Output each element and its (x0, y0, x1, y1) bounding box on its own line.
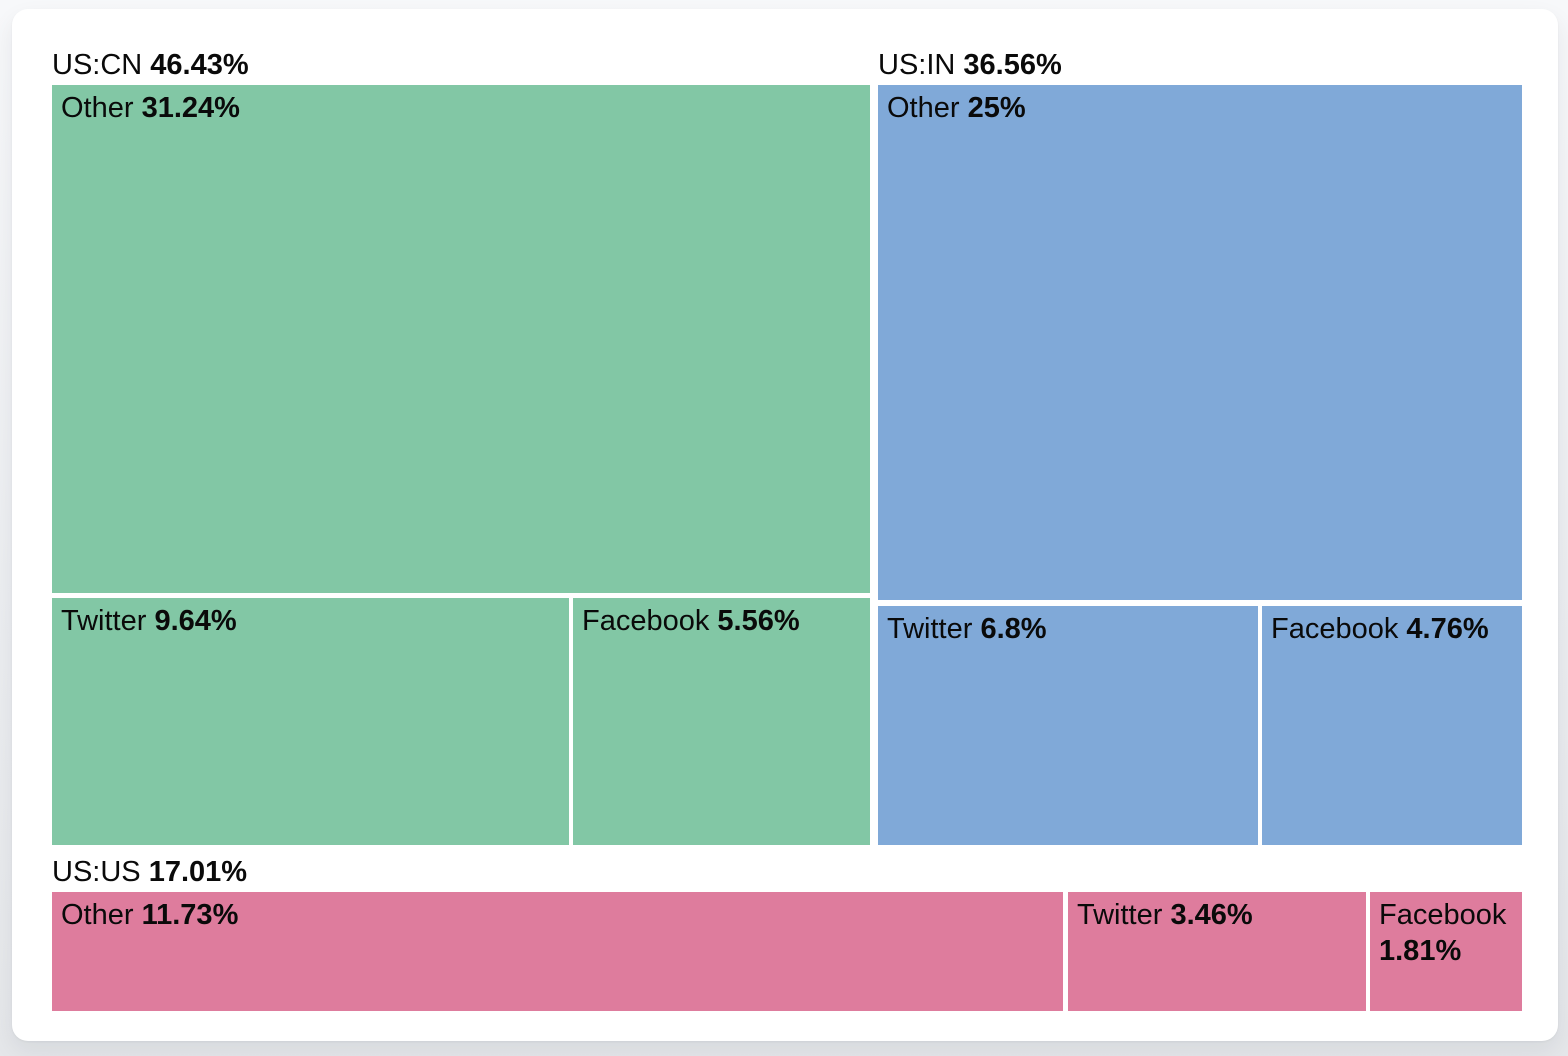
tile-label: Facebook 5.56% (573, 598, 870, 644)
group-name: US:CN (52, 49, 143, 81)
treemap-tile-us-us-other[interactable]: Other 11.73% (52, 892, 1063, 1011)
treemap-tile-us-in-other[interactable]: Other 25% (878, 85, 1522, 600)
tile-name: Twitter (1077, 899, 1163, 931)
group-header-us-in: US:IN 36.56% (878, 48, 1062, 82)
tile-percent: 1.81% (1379, 935, 1462, 967)
treemap-tile-us-cn-other[interactable]: Other 31.24% (52, 85, 870, 593)
group-percent: 36.56% (963, 49, 1062, 81)
tile-label: Facebook 4.76% (1262, 606, 1522, 652)
tile-name: Facebook (1271, 613, 1399, 645)
tile-name: Facebook (582, 605, 710, 637)
tile-label: Twitter 3.46% (1068, 892, 1366, 938)
group-name: US:US (52, 856, 141, 888)
group-percent: 17.01% (148, 856, 248, 888)
tile-label: Facebook 1.81% (1370, 892, 1522, 974)
treemap-tile-us-cn-facebook[interactable]: Facebook 5.56% (573, 598, 870, 845)
tile-percent: 25% (967, 92, 1026, 124)
tile-label: Twitter 9.64% (52, 598, 569, 644)
tile-percent: 5.56% (717, 605, 800, 637)
group-header-us-us: US:US 17.01% (52, 855, 247, 889)
tile-label: Other 25% (878, 85, 1522, 131)
treemap-card: US:CN 46.43% Other 31.24% Twitter 9.64% … (12, 9, 1558, 1041)
tile-percent: 9.64% (154, 605, 237, 637)
treemap-tile-us-in-facebook[interactable]: Facebook 4.76% (1262, 606, 1522, 845)
tile-percent: 3.46% (1170, 899, 1253, 931)
tile-label: Other 31.24% (52, 85, 870, 131)
treemap-tile-us-us-facebook[interactable]: Facebook 1.81% (1370, 892, 1522, 1011)
group-header-us-cn: US:CN 46.43% (52, 48, 249, 82)
group-percent: 46.43% (150, 49, 249, 81)
tile-percent: 6.8% (980, 613, 1047, 645)
tile-name: Other (887, 92, 960, 124)
treemap-tile-us-in-twitter[interactable]: Twitter 6.8% (878, 606, 1258, 845)
tile-name: Facebook (1379, 899, 1507, 931)
treemap-tile-us-cn-twitter[interactable]: Twitter 9.64% (52, 598, 569, 845)
tile-percent: 31.24% (141, 92, 240, 124)
tile-label: Twitter 6.8% (878, 606, 1258, 652)
tile-percent: 4.76% (1406, 613, 1489, 645)
tile-name: Twitter (61, 605, 147, 637)
tile-name: Other (61, 899, 134, 931)
group-name: US:IN (878, 49, 956, 81)
treemap-tile-us-us-twitter[interactable]: Twitter 3.46% (1068, 892, 1366, 1011)
tile-percent: 11.73% (141, 899, 239, 931)
tile-name: Twitter (887, 613, 973, 645)
tile-name: Other (61, 92, 134, 124)
tile-label: Other 11.73% (52, 892, 1063, 938)
